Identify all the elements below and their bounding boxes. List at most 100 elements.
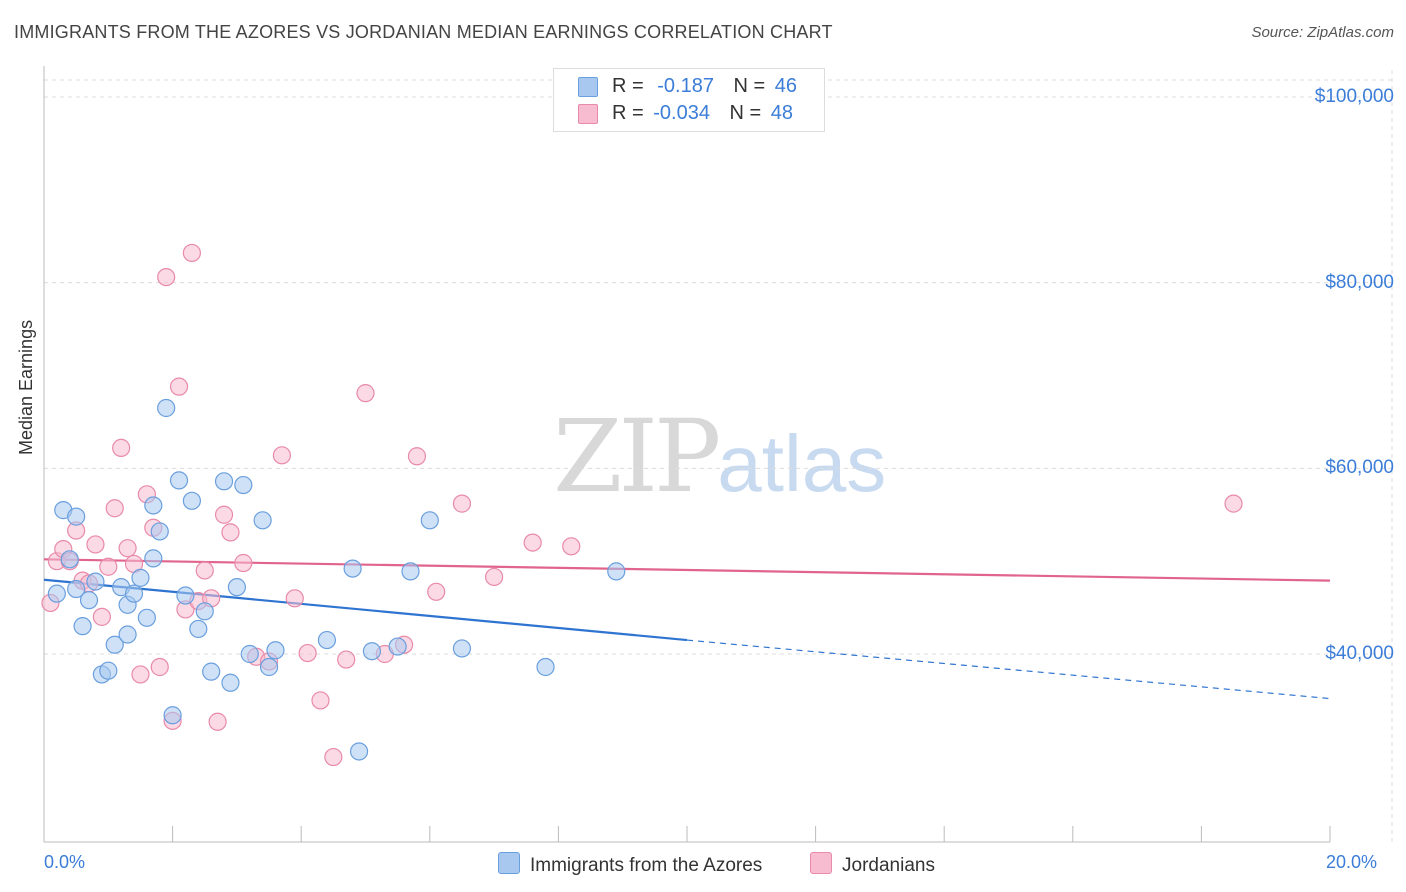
- point-jordanians: [118, 539, 137, 558]
- y-axis-label: Median Earnings: [16, 319, 36, 455]
- point-azores: [105, 635, 124, 654]
- trend-line-jordanians: [43, 558, 1331, 582]
- point-azores: [118, 625, 137, 644]
- legend-swatch-azores: [498, 852, 520, 874]
- point-jordanians: [485, 567, 504, 587]
- point-azores: [47, 584, 66, 603]
- grid-lines: [44, 70, 1393, 842]
- point-jordanians: [407, 447, 427, 466]
- point-jordanians: [523, 533, 542, 552]
- stats-row-azores: R = -0.187 N = 46: [578, 75, 797, 98]
- watermark-atlas: atlas: [717, 419, 887, 508]
- point-azores: [607, 562, 626, 581]
- point-azores: [317, 630, 337, 650]
- y-tick-label: $80,000: [1325, 271, 1394, 293]
- point-azores: [349, 742, 369, 761]
- watermark: ZIPatlas: [553, 398, 886, 515]
- legend-item-azores: Immigrants from the Azores: [498, 852, 762, 877]
- point-jordanians: [208, 712, 227, 731]
- point-azores: [388, 637, 407, 656]
- data-points: [41, 243, 1243, 767]
- legend-label-jordanians: Jordanians: [842, 855, 935, 876]
- point-azores: [163, 706, 182, 725]
- point-azores: [182, 491, 201, 510]
- point-azores: [227, 578, 246, 597]
- stats-r-label: R =: [612, 75, 644, 97]
- point-azores: [221, 673, 240, 692]
- x-tick-label-min: 0.0%: [44, 852, 86, 872]
- trend-lines: [43, 558, 1331, 700]
- point-azores: [259, 657, 279, 677]
- point-jordanians: [452, 494, 472, 513]
- point-azores: [240, 644, 259, 664]
- legend-label-azores: Immigrants from the Azores: [530, 855, 763, 876]
- trend-line-azores-extension: [686, 639, 1331, 700]
- point-jordanians: [298, 643, 317, 663]
- point-jordanians: [356, 384, 375, 403]
- stats-r-value: -0.187: [657, 75, 714, 97]
- point-azores: [189, 619, 208, 639]
- source-label: Source: ZipAtlas.com: [1251, 24, 1394, 41]
- point-azores: [157, 398, 176, 418]
- stats-row-jordanians: R = -0.034 N = 48: [578, 102, 793, 125]
- stats-r-label: R =: [612, 102, 644, 124]
- point-jordanians: [311, 691, 330, 710]
- point-azores: [60, 550, 79, 569]
- stats-n-label: N =: [729, 102, 762, 124]
- point-azores: [150, 522, 169, 541]
- legend-swatch-jordanians: [810, 852, 832, 874]
- axes: [43, 66, 1331, 843]
- point-jordanians: [105, 499, 124, 518]
- point-jordanians: [427, 582, 446, 601]
- point-jordanians: [150, 657, 169, 677]
- point-jordanians: [182, 243, 201, 263]
- point-azores: [144, 496, 163, 515]
- y-tick-label: $60,000: [1325, 457, 1394, 479]
- point-jordanians: [99, 557, 118, 576]
- point-jordanians: [562, 537, 581, 556]
- point-azores: [401, 562, 420, 581]
- point-jordanians: [272, 446, 292, 465]
- legend-item-jordanians: Jordanians: [810, 852, 935, 877]
- point-azores: [253, 511, 272, 530]
- point-jordanians: [234, 553, 253, 573]
- point-azores: [214, 472, 234, 491]
- point-azores: [99, 661, 118, 680]
- stats-swatch-jordanians: [578, 104, 598, 124]
- point-jordanians: [86, 535, 105, 554]
- point-jordanians: [337, 650, 356, 669]
- point-azores: [362, 642, 382, 661]
- point-jordanians: [221, 523, 240, 542]
- point-azores: [234, 475, 253, 495]
- point-azores: [79, 591, 99, 610]
- point-azores: [195, 602, 214, 621]
- point-azores: [176, 586, 195, 605]
- chart-title: IMMIGRANTS FROM THE AZORES VS JORDANIAN …: [14, 22, 833, 42]
- point-azores: [452, 639, 472, 658]
- watermark-zip: ZIP: [553, 398, 721, 515]
- point-azores: [137, 608, 156, 627]
- point-azores: [536, 657, 555, 677]
- point-jordanians: [324, 747, 343, 767]
- stats-swatch-azores: [578, 77, 598, 97]
- stats-r-value: -0.034: [653, 102, 710, 124]
- point-azores: [266, 641, 285, 660]
- point-jordanians: [157, 267, 176, 287]
- point-jordanians: [131, 665, 150, 684]
- stats-n-label: N =: [733, 75, 766, 97]
- y-tick-label: $100,000: [1314, 86, 1394, 107]
- point-jordanians: [112, 438, 131, 458]
- point-azores: [67, 507, 86, 526]
- point-jordanians: [195, 561, 214, 580]
- point-azores: [131, 568, 150, 587]
- point-azores: [144, 549, 163, 568]
- point-azores: [343, 559, 362, 578]
- stats-n-value: 46: [774, 75, 798, 97]
- point-jordanians: [92, 607, 111, 626]
- point-azores: [169, 471, 189, 490]
- point-jordanians: [285, 589, 304, 608]
- point-azores: [420, 511, 439, 530]
- point-jordanians: [214, 505, 234, 524]
- y-tick-label: $40,000: [1325, 643, 1394, 664]
